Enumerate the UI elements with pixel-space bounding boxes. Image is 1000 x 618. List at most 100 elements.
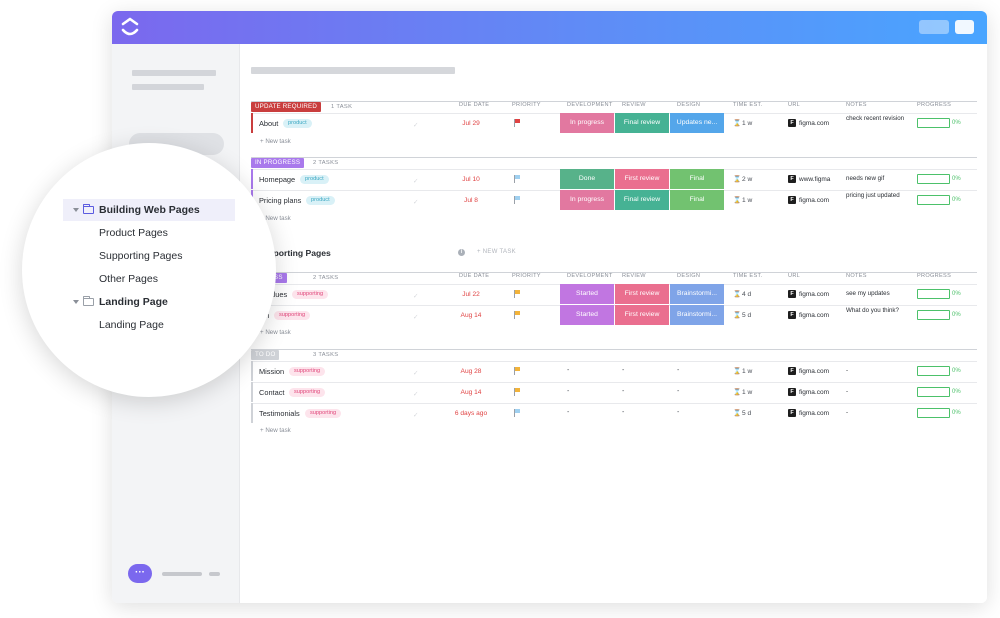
checkmark-icon[interactable]: ✓ xyxy=(413,178,419,185)
due-date[interactable]: Jul 10 xyxy=(462,176,480,183)
notes-text[interactable]: - xyxy=(846,367,849,374)
info-icon[interactable]: i xyxy=(458,249,465,256)
url-link[interactable]: figma.com xyxy=(799,368,829,375)
checkmark-icon[interactable]: ✓ xyxy=(413,391,419,398)
status-dev-empty[interactable]: - xyxy=(567,409,570,416)
column-header-progress[interactable]: PROGRESS xyxy=(917,273,952,279)
column-header-priority[interactable]: PRIORITY xyxy=(512,102,541,108)
due-date[interactable]: Aug 28 xyxy=(460,368,482,375)
status-dev-cell[interactable]: Started xyxy=(560,284,614,304)
task-tag[interactable]: product xyxy=(306,196,335,205)
time-estimate[interactable]: 1 w xyxy=(742,197,753,204)
section-title[interactable]: upporting Pages xyxy=(263,248,331,258)
due-date[interactable]: Jul 8 xyxy=(464,197,478,204)
task-tag[interactable]: supporting xyxy=(292,290,329,299)
status-dev-cell[interactable]: Started xyxy=(560,305,614,325)
task-tag[interactable]: supporting xyxy=(289,367,326,376)
due-date[interactable]: 6 days ago xyxy=(454,410,488,417)
time-estimate[interactable]: 5 d xyxy=(742,410,752,417)
column-header-notes[interactable]: NOTES xyxy=(846,273,867,279)
status-dev-empty[interactable]: - xyxy=(567,367,570,374)
notes-text[interactable]: What do you think? xyxy=(846,307,899,314)
column-header-time-est[interactable]: TIME EST. xyxy=(733,102,763,108)
progress-bar[interactable] xyxy=(917,310,950,320)
task-name[interactable]: Pricing plans xyxy=(259,196,302,205)
time-estimate[interactable]: 1 w xyxy=(742,368,753,375)
status-review-empty[interactable]: - xyxy=(622,367,625,374)
priority-flag-icon[interactable] xyxy=(514,175,521,183)
time-estimate[interactable]: 5 d xyxy=(742,312,752,319)
url-link[interactable]: figma.com xyxy=(799,291,829,298)
task-name[interactable]: Homepage xyxy=(259,175,296,184)
priority-flag-icon[interactable] xyxy=(514,290,521,298)
time-estimate[interactable]: 2 w xyxy=(742,176,753,183)
chat-icon[interactable]: ··· xyxy=(128,564,152,583)
checkmark-icon[interactable]: ✓ xyxy=(413,293,419,300)
column-header-design[interactable]: DESIGN xyxy=(677,273,701,279)
status-dev-cell[interactable]: In progress xyxy=(560,190,614,210)
chevron-down-icon[interactable] xyxy=(73,300,79,304)
priority-flag-icon[interactable] xyxy=(514,367,521,375)
column-header-url[interactable]: URL xyxy=(788,273,801,279)
status-dev-cell[interactable]: In progress xyxy=(560,113,614,133)
folder-building-web-pages[interactable]: Building Web Pages xyxy=(99,204,200,216)
list-other-pages[interactable]: Other Pages xyxy=(99,273,158,285)
time-estimate[interactable]: 1 w xyxy=(742,120,753,127)
column-header-review[interactable]: REVIEW xyxy=(622,273,646,279)
new-task-button[interactable]: + New task xyxy=(260,215,291,222)
notes-text[interactable]: check recent revision xyxy=(846,115,905,122)
checkmark-icon[interactable]: ✓ xyxy=(413,314,419,321)
folder-landing-page[interactable]: Landing Page xyxy=(99,296,168,308)
task-tag[interactable]: supporting xyxy=(305,409,342,418)
list-landing-page[interactable]: Landing Page xyxy=(99,319,164,331)
progress-bar[interactable] xyxy=(917,118,950,128)
status-design-cell[interactable]: Brainstormi... xyxy=(670,305,724,325)
list-supporting-pages[interactable]: Supporting Pages xyxy=(99,250,183,262)
topbar-button[interactable] xyxy=(919,20,949,34)
task-tag[interactable]: product xyxy=(283,119,312,128)
task-tag[interactable]: supporting xyxy=(274,311,311,320)
url-link[interactable]: www.figma xyxy=(799,176,831,183)
list-product-pages[interactable]: Product Pages xyxy=(99,227,168,239)
new-task-button[interactable]: + New task xyxy=(260,138,291,145)
priority-flag-icon[interactable] xyxy=(514,311,521,319)
notes-text[interactable]: see my updates xyxy=(846,290,890,297)
time-estimate[interactable]: 1 w xyxy=(742,389,753,396)
column-header-development[interactable]: DEVELOPMENT xyxy=(567,102,613,108)
status-design-cell[interactable]: Final xyxy=(670,169,724,189)
due-date[interactable]: Aug 14 xyxy=(460,389,482,396)
url-link[interactable]: figma.com xyxy=(799,410,829,417)
notes-text[interactable]: needs new gif xyxy=(846,175,885,182)
status-review-cell[interactable]: Final review xyxy=(615,113,669,133)
chevron-down-icon[interactable] xyxy=(73,208,79,212)
status-dev-empty[interactable]: - xyxy=(567,388,570,395)
priority-flag-icon[interactable] xyxy=(514,388,521,396)
progress-bar[interactable] xyxy=(917,174,950,184)
status-design-empty[interactable]: - xyxy=(677,409,680,416)
notes-text[interactable]: - xyxy=(846,388,849,395)
checkmark-icon[interactable]: ✓ xyxy=(413,122,419,129)
column-header-priority[interactable]: PRIORITY xyxy=(512,273,541,279)
checkmark-icon[interactable]: ✓ xyxy=(413,370,419,377)
status-design-cell[interactable]: Brainstormi... xyxy=(670,284,724,304)
status-badge[interactable]: TO DO xyxy=(251,350,280,360)
column-header-due-date[interactable]: DUE DATE xyxy=(459,102,490,108)
column-header-design[interactable]: DESIGN xyxy=(677,102,701,108)
status-design-cell[interactable]: Final xyxy=(670,190,724,210)
column-header-due-date[interactable]: DUE DATE xyxy=(459,273,490,279)
task-name[interactable]: Mission xyxy=(259,367,285,376)
checkmark-icon[interactable]: ✓ xyxy=(413,412,419,419)
clickup-logo-icon[interactable] xyxy=(119,16,141,38)
task-tag[interactable]: product xyxy=(300,175,329,184)
task-name[interactable]: About xyxy=(259,119,279,128)
topbar-button-primary[interactable] xyxy=(955,20,974,34)
status-badge[interactable]: IN PROGRESS xyxy=(251,158,305,168)
task-tag[interactable]: supporting xyxy=(289,388,326,397)
progress-bar[interactable] xyxy=(917,408,950,418)
task-name[interactable]: Testimonials xyxy=(259,409,300,418)
time-estimate[interactable]: 4 d xyxy=(742,291,752,298)
status-design-empty[interactable]: - xyxy=(677,367,680,374)
url-link[interactable]: figma.com xyxy=(799,312,829,319)
new-task-button[interactable]: + New task xyxy=(260,329,291,336)
status-dev-cell[interactable]: Done xyxy=(560,169,614,189)
